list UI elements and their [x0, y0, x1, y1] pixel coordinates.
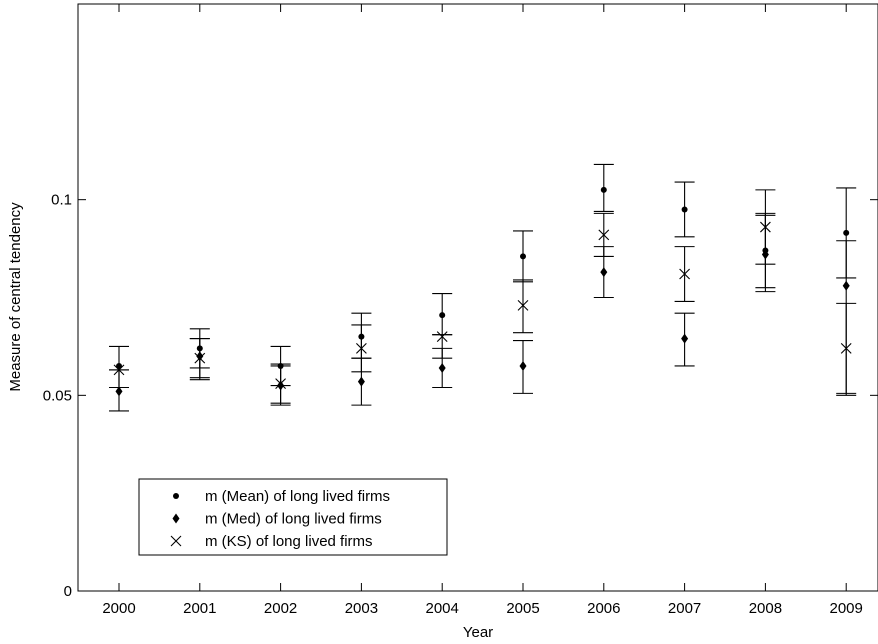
- cross-stroke-b: [194, 352, 206, 364]
- cross-stroke-b: [517, 299, 529, 311]
- cross-stroke-b: [113, 364, 125, 376]
- legend: m (Mean) of long lived firms m (Med) of l…: [138, 478, 448, 556]
- legend-marker-dot: [173, 493, 179, 499]
- chart-marks: [109, 163, 857, 412]
- data-point-diamond: [357, 376, 365, 387]
- data-point-dot: [520, 253, 526, 260]
- x-tick-label: 2006: [587, 600, 620, 617]
- data-point-cross: [517, 299, 529, 311]
- cross-stroke-b: [598, 229, 610, 241]
- data-point-dot: [843, 229, 850, 236]
- legend-label: m (Mean) of long lived firms: [205, 488, 390, 505]
- axis-ticks: 2000 2001 2002 2003 2004 2005 2006 2007 2008 2009…: [43, 4, 878, 617]
- x-tick-label: 2002: [264, 600, 297, 617]
- data-point-cross: [679, 268, 690, 280]
- cross-stroke-b: [356, 342, 367, 354]
- data-point-cross: [760, 221, 771, 233]
- cross-stroke-b: [170, 535, 182, 547]
- data-point-dot: [681, 206, 688, 213]
- data-point-dot: [439, 312, 446, 319]
- data-point-cross: [113, 364, 125, 376]
- data-point-diamond: [438, 362, 446, 373]
- y-axis-label: Measure of central tendency: [7, 202, 24, 392]
- data-point-cross: [356, 342, 367, 354]
- x-tick-label: 2001: [183, 600, 216, 617]
- data-point-cross: [436, 331, 448, 343]
- data-point-diamond: [196, 351, 204, 362]
- data-point-diamond: [115, 386, 123, 397]
- data-point-cross: [840, 342, 852, 354]
- legend-box: [138, 478, 448, 556]
- cross-stroke-b: [436, 331, 448, 343]
- cross-stroke-b: [840, 342, 852, 354]
- x-tick-label: 2004: [426, 600, 459, 617]
- data-point-cross: [194, 352, 206, 364]
- x-tick-label: 2003: [345, 600, 378, 617]
- data-point-diamond: [277, 380, 285, 391]
- data-point-cross: [275, 378, 286, 389]
- y-tick-label: 0: [64, 583, 72, 600]
- x-tick-label: 2008: [749, 600, 782, 617]
- legend-label: m (Med) of long lived firms: [205, 511, 382, 528]
- legend-marker-diamond: [172, 513, 180, 524]
- y-tick-label: 0.05: [43, 387, 72, 404]
- data-point-diamond: [519, 360, 527, 371]
- x-tick-label: 2009: [830, 600, 863, 617]
- data-point-cross: [598, 229, 610, 241]
- data-point-diamond: [761, 249, 769, 260]
- data-point-diamond: [842, 280, 850, 291]
- data-point-diamond: [681, 333, 689, 344]
- cross-stroke-b: [275, 378, 286, 389]
- data-point-dot: [116, 362, 122, 369]
- cross-stroke-b: [679, 268, 690, 280]
- data-point-dot: [196, 345, 203, 352]
- data-point-dot: [277, 362, 284, 369]
- data-point-dot: [600, 186, 607, 193]
- y-tick-label: 0.1: [51, 192, 72, 209]
- data-point-dot: [358, 333, 365, 340]
- x-tick-label: 2007: [668, 600, 701, 617]
- x-tick-label: 2005: [506, 600, 539, 617]
- x-tick-label: 2000: [102, 600, 135, 617]
- legend-marker-cross: [170, 535, 182, 547]
- cross-stroke-b: [760, 221, 771, 233]
- data-point-diamond: [600, 267, 608, 278]
- x-axis-label: Year: [463, 624, 493, 641]
- legend-label: m (KS) of long lived firms: [205, 533, 373, 550]
